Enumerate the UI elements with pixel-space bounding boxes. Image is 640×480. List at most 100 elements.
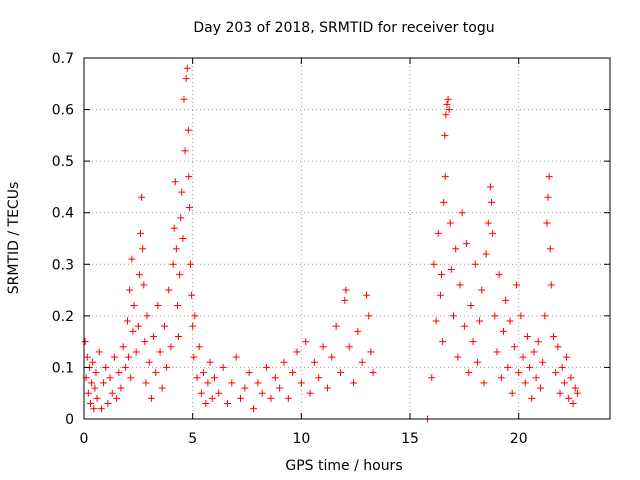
- data-point: [569, 400, 577, 408]
- data-point: [297, 379, 305, 387]
- y-tick-label: 0.3: [52, 257, 74, 273]
- data-point: [130, 302, 138, 310]
- data-point: [258, 389, 266, 397]
- data-point: [315, 374, 323, 382]
- data-point: [517, 312, 525, 320]
- data-point: [450, 312, 458, 320]
- data-point: [528, 394, 536, 402]
- y-tick-label: 0.6: [52, 103, 74, 119]
- data-point: [117, 384, 125, 392]
- data-point: [88, 379, 96, 387]
- data-point: [84, 389, 92, 397]
- data-point: [110, 353, 118, 361]
- data-point: [476, 317, 484, 325]
- data-point: [439, 338, 447, 346]
- data-point: [87, 400, 95, 408]
- data-point: [210, 374, 218, 382]
- data-point: [280, 358, 288, 366]
- data-point: [310, 358, 318, 366]
- data-point: [342, 286, 350, 294]
- data-point: [173, 302, 181, 310]
- data-point: [536, 384, 544, 392]
- data-point: [302, 338, 310, 346]
- x-tick-label: 20: [510, 431, 528, 447]
- data-point: [91, 384, 99, 392]
- data-point: [171, 178, 179, 186]
- y-tick-label: 0.4: [52, 206, 74, 222]
- data-point: [513, 281, 521, 289]
- x-axis-label: GPS time / hours: [285, 458, 402, 474]
- data-point: [345, 343, 353, 351]
- data-point: [467, 302, 475, 310]
- data-point: [154, 302, 162, 310]
- data-point: [521, 379, 529, 387]
- data-point: [365, 312, 373, 320]
- data-point: [363, 291, 371, 299]
- data-point: [465, 369, 473, 377]
- data-point: [460, 322, 468, 330]
- data-point: [195, 343, 203, 351]
- data-point: [336, 369, 344, 377]
- data-point: [175, 332, 183, 340]
- data-point: [571, 384, 579, 392]
- data-point: [219, 363, 227, 371]
- data-point: [170, 224, 178, 232]
- data-point: [504, 363, 512, 371]
- data-point: [306, 389, 314, 397]
- data-point: [140, 281, 148, 289]
- data-point: [293, 348, 301, 356]
- data-point: [445, 106, 453, 114]
- data-point: [187, 260, 195, 268]
- data-point: [152, 369, 160, 377]
- data-point: [147, 394, 155, 402]
- x-tick-label: 0: [80, 431, 89, 447]
- data-point: [486, 183, 494, 191]
- data-point: [276, 384, 284, 392]
- y-tick-label: 0.1: [52, 360, 74, 376]
- data-point: [163, 363, 171, 371]
- data-point: [456, 281, 464, 289]
- data-point: [200, 369, 208, 377]
- data-point: [245, 369, 253, 377]
- data-point: [319, 343, 327, 351]
- axes: 0 5 10 15 20 0 0.1 0.2 0.3 0.4 0.5 0.6 0.7: [52, 51, 611, 447]
- data-point: [215, 389, 223, 397]
- data-point: [544, 193, 552, 201]
- data-point: [113, 394, 121, 402]
- data-point: [126, 286, 134, 294]
- data-point: [143, 312, 151, 320]
- data-point: [560, 379, 568, 387]
- data-point: [484, 219, 492, 227]
- data-point: [190, 353, 198, 361]
- data-point: [127, 374, 135, 382]
- data-point: [506, 317, 514, 325]
- data-point: [142, 379, 150, 387]
- data-point: [495, 271, 503, 279]
- data-point: [141, 338, 149, 346]
- data-point: [350, 379, 358, 387]
- data-point: [469, 338, 477, 346]
- x-tick-label: 5: [188, 431, 197, 447]
- data-point: [515, 369, 523, 377]
- data-point: [510, 343, 518, 351]
- data-point: [165, 286, 173, 294]
- data-point: [552, 369, 560, 377]
- data-point: [95, 348, 103, 356]
- data-point: [185, 173, 193, 181]
- data-point: [228, 379, 236, 387]
- data-point: [254, 379, 262, 387]
- data-point: [156, 348, 164, 356]
- data-point: [358, 358, 366, 366]
- data-point: [93, 394, 101, 402]
- data-point: [119, 343, 127, 351]
- data-point: [138, 193, 146, 201]
- data-point: [488, 198, 496, 206]
- data-point: [202, 400, 210, 408]
- data-point: [108, 389, 116, 397]
- y-tick-label: 0.5: [52, 154, 74, 170]
- data-point: [100, 379, 108, 387]
- data-point: [197, 389, 205, 397]
- data-point: [541, 312, 549, 320]
- data-point: [137, 229, 145, 237]
- data-point: [104, 400, 112, 408]
